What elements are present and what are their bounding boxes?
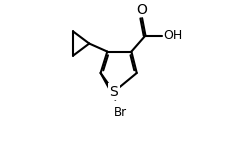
- Text: OH: OH: [162, 29, 181, 42]
- Text: Br: Br: [113, 106, 126, 120]
- Text: O: O: [136, 3, 147, 17]
- Text: S: S: [109, 85, 118, 99]
